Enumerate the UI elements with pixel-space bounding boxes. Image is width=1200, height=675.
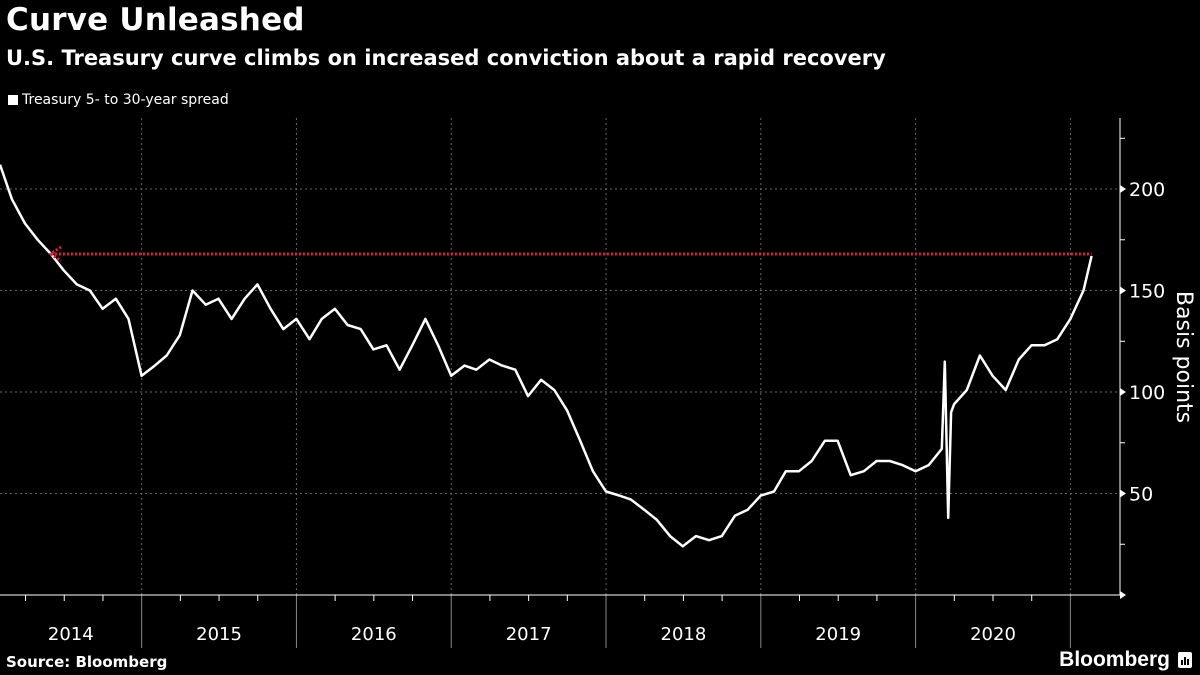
x-tick-label: 2016 (351, 624, 397, 645)
y-tick-label: 150 (1129, 281, 1165, 303)
source-note: Source: Bloomberg (6, 653, 168, 671)
x-tick-label: 2017 (506, 624, 552, 645)
y-tick (1120, 185, 1126, 194)
legend-swatch (8, 95, 18, 105)
x-axis-arrow (1120, 591, 1126, 599)
y-tick-label: 200 (1129, 179, 1165, 201)
y-tick (1120, 388, 1126, 397)
x-tick-label: 2014 (48, 624, 94, 645)
bloomberg-logo: Bloomberg (1059, 648, 1192, 672)
x-tick-label: 2019 (815, 624, 861, 645)
legend: Treasury 5- to 30-year spread (8, 92, 229, 108)
y-tick (1120, 286, 1126, 295)
x-tick-label: 2018 (661, 624, 707, 645)
y-tick-label: 50 (1129, 484, 1153, 506)
chart-title: Curve Unleashed (6, 2, 305, 38)
series-line (0, 164, 1093, 548)
chart-icon (1178, 652, 1192, 668)
y-tick-label: 100 (1129, 382, 1165, 404)
reference-arrowhead (48, 245, 62, 263)
chart-subtitle: U.S. Treasury curve climbs on increased … (6, 46, 886, 70)
x-tick-label: 2020 (970, 624, 1016, 645)
x-tick-label: 2015 (196, 624, 242, 645)
brand-name: Bloomberg (1059, 648, 1170, 671)
legend-label: Treasury 5- to 30-year spread (22, 92, 229, 108)
y-axis-label: Basis points (1171, 291, 1196, 423)
y-tick (1120, 489, 1126, 498)
